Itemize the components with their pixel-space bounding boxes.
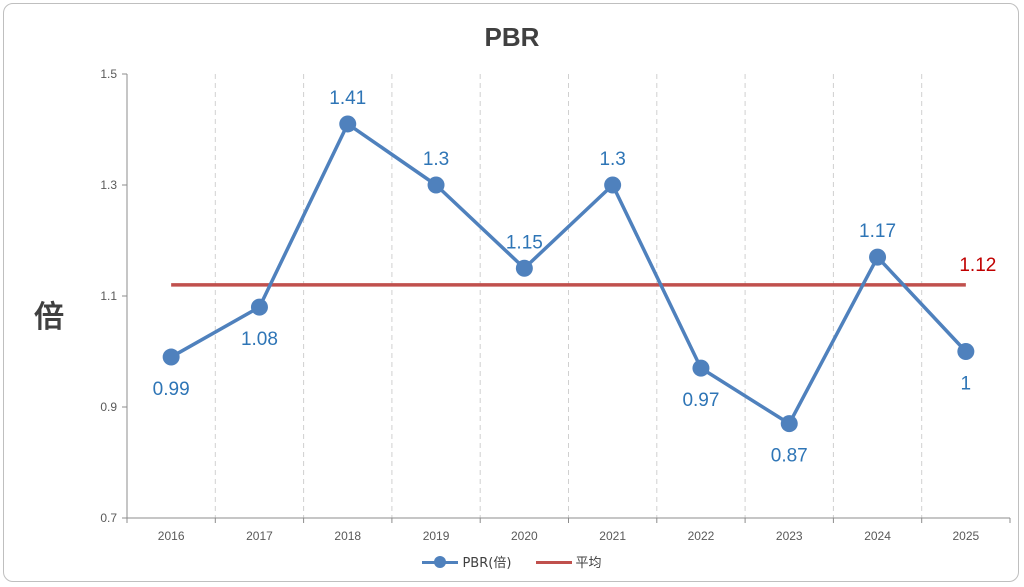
pbr-series-line bbox=[170, 122, 968, 426]
pbr-data-label: 0.87 bbox=[771, 446, 808, 467]
pbr-data-label: 1 bbox=[961, 374, 972, 395]
x-tick-label: 2025 bbox=[952, 529, 979, 543]
pbr-point bbox=[604, 176, 622, 194]
x-tick-label: 2024 bbox=[864, 529, 891, 543]
pbr-data-label: 1.08 bbox=[241, 329, 278, 350]
pbr-point bbox=[692, 359, 710, 377]
pbr-data-label: 0.97 bbox=[682, 390, 719, 411]
pbr-data-label: 1.15 bbox=[506, 232, 543, 253]
y-tick-label: 0.7 bbox=[100, 511, 117, 525]
legend-average-marker bbox=[535, 555, 572, 569]
x-tick-label: 2017 bbox=[246, 529, 273, 543]
pbr-point bbox=[250, 298, 268, 316]
x-tick-label: 2020 bbox=[511, 529, 538, 543]
pbr-data-label: 1.17 bbox=[859, 221, 896, 242]
x-tick-label: 2019 bbox=[423, 529, 450, 543]
y-tick-label: 1.5 bbox=[100, 67, 117, 81]
legend: PBR(倍) 平均 bbox=[0, 552, 1024, 573]
pbr-point bbox=[869, 248, 887, 266]
pbr-point bbox=[957, 343, 975, 360]
chart-title: PBR bbox=[484, 22, 540, 52]
average-value-label: 1.12 bbox=[959, 255, 996, 276]
pbr-point bbox=[162, 348, 180, 366]
x-tick-label: 2018 bbox=[334, 529, 361, 543]
y-tick-label: 1.3 bbox=[100, 178, 117, 192]
legend-item-pbr: PBR(倍) bbox=[422, 552, 511, 571]
pbr-data-label: 1.3 bbox=[423, 149, 449, 170]
pbr-point bbox=[780, 415, 798, 433]
y-axis-label: 倍 bbox=[34, 300, 64, 335]
pbr-point bbox=[339, 115, 357, 133]
pbr-point bbox=[427, 176, 445, 194]
legend-item-average: 平均 bbox=[535, 552, 602, 571]
legend-pbr-marker bbox=[422, 555, 459, 569]
y-tick-label: 1.1 bbox=[100, 289, 117, 303]
pbr-data-label: 1.41 bbox=[329, 88, 366, 109]
chart-frame bbox=[3, 3, 1019, 582]
x-tick-label: 2022 bbox=[688, 529, 715, 543]
legend-average-label: 平均 bbox=[575, 556, 602, 571]
pbr-point bbox=[515, 259, 533, 277]
y-tick-label: 0.9 bbox=[100, 400, 117, 414]
x-tick-label: 2021 bbox=[599, 529, 626, 543]
x-tick-label: 2016 bbox=[158, 529, 185, 543]
legend-pbr-label: PBR(倍) bbox=[462, 556, 512, 571]
x-tick-label: 2023 bbox=[776, 529, 803, 543]
pbr-data-label: 1.3 bbox=[599, 149, 625, 170]
pbr-data-label: 0.99 bbox=[153, 379, 190, 400]
